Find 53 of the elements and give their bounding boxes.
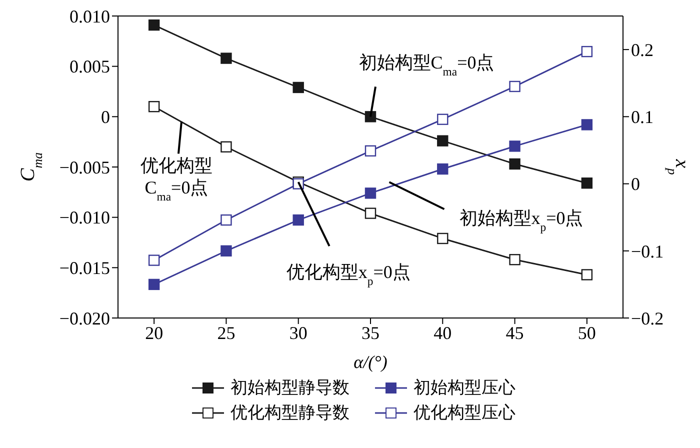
- point: [364, 208, 376, 219]
- y-tick-label: −0.015: [59, 258, 110, 278]
- x-tick-label: 40: [434, 322, 452, 343]
- y-tick-label: −0.010: [59, 208, 110, 228]
- point: [437, 135, 448, 146]
- y2-tick-label: −0.2: [631, 308, 664, 328]
- annotation: 优化构型 C$_{ma}$=0点: [140, 156, 212, 204]
- x-tick-label: 20: [145, 322, 164, 343]
- x-tick-label: 30: [289, 322, 308, 343]
- y-tick-label: −0.005: [59, 157, 110, 178]
- point: [509, 80, 520, 92]
- y-tick-label: −0.020: [59, 308, 110, 328]
- y2-tick-label: −0.1: [631, 241, 664, 262]
- x-tick-label: 35: [362, 322, 380, 343]
- point: [581, 119, 593, 130]
- point: [292, 82, 304, 94]
- x-axis-title: α/(°): [354, 352, 388, 372]
- point: [220, 214, 232, 226]
- y-tick-label: 0: [101, 107, 110, 128]
- annotation: 初始构型x$_{p}$=0点: [459, 208, 584, 234]
- point: [148, 101, 160, 112]
- y-tick-label: 0.010: [70, 6, 110, 26]
- point: [509, 140, 520, 152]
- point: [509, 158, 520, 170]
- x-tick-label: 45: [506, 322, 524, 343]
- y-tick-label: 0.005: [70, 56, 110, 77]
- point: [581, 269, 593, 280]
- y2-tick-label: 0.1: [631, 107, 654, 128]
- legend-label: 优化构型静导数: [230, 402, 350, 424]
- legend-label: 初始构型静导数: [230, 377, 350, 399]
- legend-label: 优化构型压心: [414, 402, 516, 424]
- point: [292, 214, 304, 226]
- x-tick-label: 25: [217, 322, 236, 343]
- point: [148, 278, 160, 290]
- point: [364, 188, 376, 199]
- point: [437, 232, 448, 244]
- point: [437, 163, 448, 175]
- point: [581, 178, 593, 189]
- legend-label: 初始构型压心: [414, 377, 516, 399]
- annotation: 初始构型C$_{ma}$=0点: [358, 52, 494, 78]
- y2-tick-label: 0.2: [631, 40, 654, 60]
- point: [220, 245, 232, 256]
- point: [148, 19, 160, 31]
- point: [509, 254, 520, 266]
- point: [581, 46, 593, 58]
- y2-tick-label: 0: [631, 174, 640, 194]
- point: [364, 145, 376, 156]
- point: [220, 52, 232, 64]
- point: [437, 114, 448, 125]
- point: [148, 254, 160, 266]
- point: [220, 141, 232, 152]
- annotation: 优化构型x$_{p}$=0点: [286, 262, 410, 288]
- x-tick-label: 50: [578, 322, 596, 343]
